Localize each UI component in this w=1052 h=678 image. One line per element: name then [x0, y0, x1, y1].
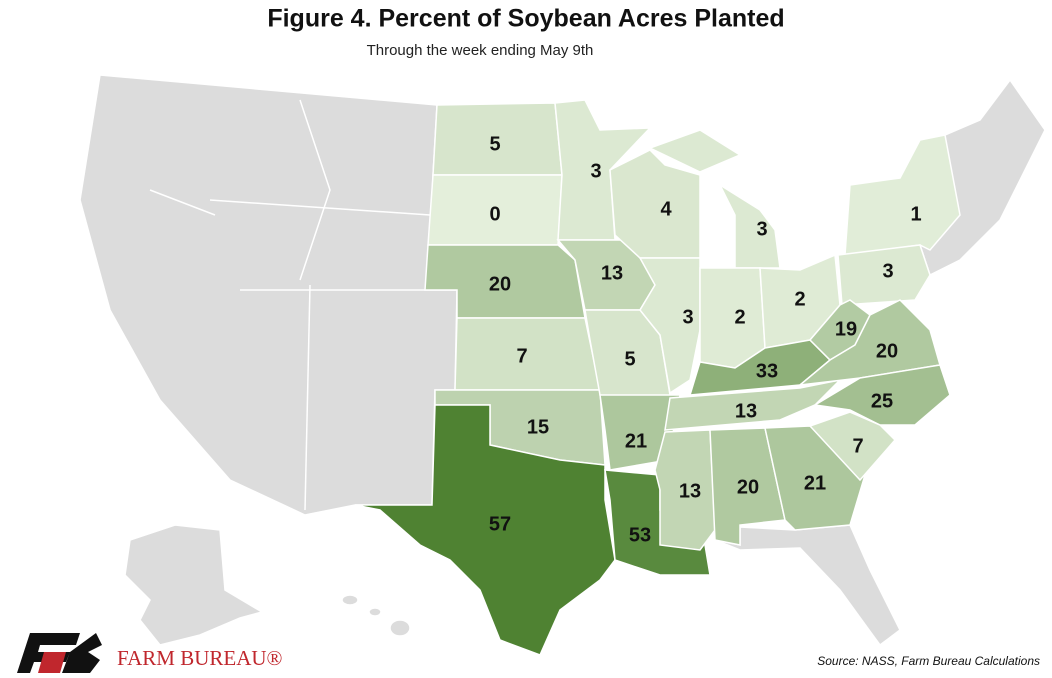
state-value: 1	[910, 203, 921, 225]
state-value: 3	[882, 260, 893, 282]
state	[812, 364, 951, 426]
state-value: 33	[756, 360, 778, 382]
state	[699, 267, 766, 369]
state-value: 7	[516, 345, 527, 367]
logo-accent	[38, 652, 66, 673]
state-value: 20	[876, 340, 898, 362]
state-value: 13	[601, 262, 623, 284]
state	[648, 129, 781, 269]
logo: FARM BUREAU®	[17, 633, 283, 673]
state-value: 13	[735, 400, 757, 422]
state-value: 21	[804, 472, 826, 494]
title: Figure 4. Percent of Soybean Acres Plant…	[267, 5, 784, 33]
state-value: 13	[679, 480, 701, 502]
state-value: 0	[489, 203, 500, 225]
state-value: 5	[489, 133, 500, 155]
state-value: 7	[852, 435, 863, 457]
state	[609, 149, 701, 259]
state-value: 3	[682, 306, 693, 328]
state-value: 4	[660, 198, 672, 220]
state-value: 2	[734, 306, 745, 328]
hawaii	[368, 607, 382, 617]
source: Source: NASS, Farm Bureau Calculations	[817, 654, 1040, 668]
alaska	[124, 524, 264, 646]
hawaii	[341, 594, 359, 606]
state-value: 25	[871, 390, 893, 412]
state	[837, 244, 931, 306]
state-value: 5	[624, 348, 635, 370]
state-value: 15	[527, 416, 549, 438]
western-states	[79, 74, 458, 516]
state-value: 2	[794, 288, 805, 310]
state-value: 3	[590, 160, 601, 182]
state-value: 3	[756, 218, 767, 240]
state-value: 21	[625, 430, 647, 452]
state-value: 57	[489, 513, 511, 535]
state	[808, 411, 897, 482]
state-value: 53	[629, 524, 651, 546]
state-value: 20	[737, 476, 759, 498]
state-value: 20	[489, 273, 511, 295]
florida	[714, 524, 901, 647]
state	[354, 404, 616, 656]
state-value: 19	[835, 318, 857, 340]
subtitle: Through the week ending May 9th	[367, 42, 594, 59]
hawaii	[389, 619, 411, 637]
logo-text: FARM BUREAU®	[117, 646, 283, 670]
states	[354, 99, 961, 656]
